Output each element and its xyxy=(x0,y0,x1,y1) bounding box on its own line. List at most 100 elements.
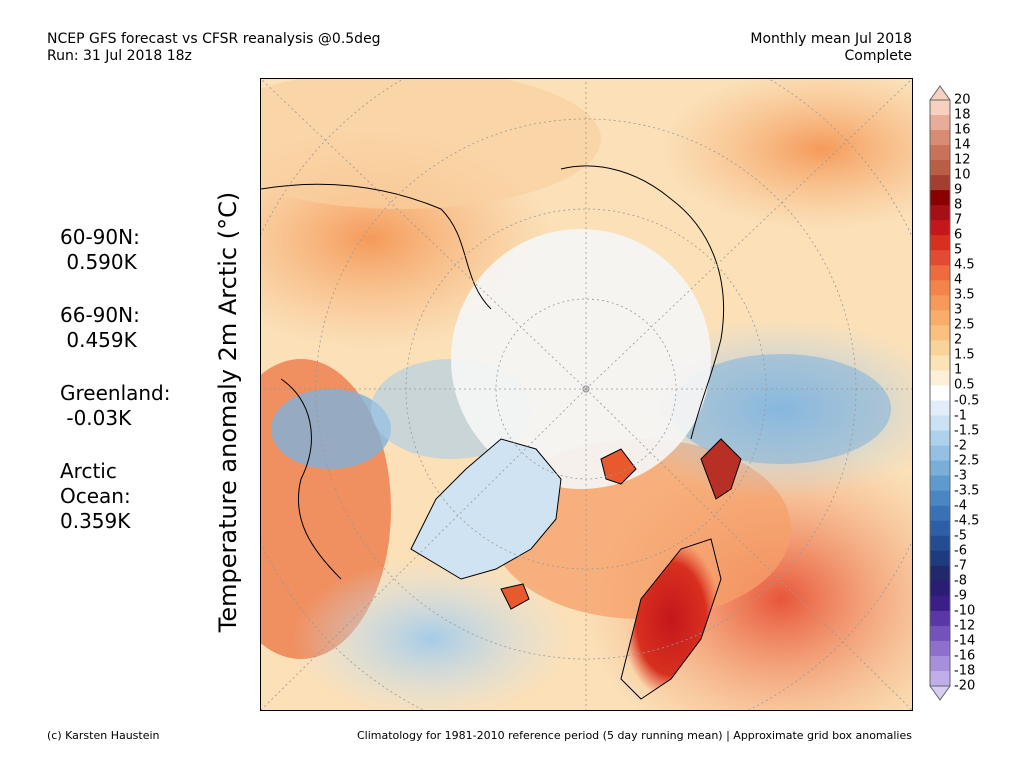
colorbar-tick-label: -1 xyxy=(954,408,967,424)
colorbar-tick-label: -4 xyxy=(954,498,967,514)
colorbar-tick-label: -4.5 xyxy=(954,513,980,529)
meridian-line xyxy=(261,388,587,710)
stat-greenland: Greenland: -0.03K xyxy=(60,381,171,431)
colorbar-swatch xyxy=(930,190,950,206)
header-right: Monthly mean Jul 2018 Complete xyxy=(750,31,912,65)
header-left: NCEP GFS forecast vs CFSR reanalysis @0.… xyxy=(47,31,381,65)
colorbar-swatch xyxy=(930,490,950,507)
colorbar-tick-label: -10 xyxy=(954,603,976,619)
colorbar-tick-label: -1.5 xyxy=(954,423,980,439)
colorbar-swatch xyxy=(930,580,950,597)
colorbar-tick-label: -8 xyxy=(954,573,967,589)
coastline-hudson-bay xyxy=(280,378,342,580)
colorbar-swatch xyxy=(930,415,950,432)
climatology-note: Climatology for 1981-2010 reference peri… xyxy=(356,729,912,742)
map-title: NCEP GFS forecast vs CFSR reanalysis @0.… xyxy=(47,31,381,47)
colorbar-labels: 20 18 16 14 12 10 9 8 7 6 5 4.5 4 3.5 3 2.5 2 1.5 1 0.5 -0.5… xyxy=(954,86,1004,700)
colorbar-swatch xyxy=(930,610,950,627)
colorbar-tick-label: -0.5 xyxy=(954,393,980,408)
colorbar-svg xyxy=(929,85,951,701)
colorbar-tick-label: 20 xyxy=(954,92,971,108)
colorbar-swatch xyxy=(930,280,950,296)
colorbar-tick-label: -14 xyxy=(954,633,976,649)
colorbar-swatch xyxy=(930,355,950,371)
stat-66-90n: 66-90N: 0.459K xyxy=(60,303,171,353)
colorbar-tick-label: 6 xyxy=(954,227,963,243)
central-arctic-neutral xyxy=(451,229,711,489)
stat-value: 0.359K xyxy=(60,509,131,533)
colorbar-tick-label: 10 xyxy=(954,167,971,183)
colorbar-swatch xyxy=(930,265,950,281)
colorbar-swatch xyxy=(930,220,950,236)
colorbar xyxy=(929,85,951,701)
colorbar-tick-label: 4.5 xyxy=(954,257,975,273)
colorbar-swatch xyxy=(930,205,950,221)
colorbar-tick-label: 0.5 xyxy=(954,377,975,393)
warm-anomaly-east-siberia xyxy=(661,79,912,229)
colorbar-tick-label: -2 xyxy=(954,438,967,454)
colorbar-swatch xyxy=(930,250,950,266)
colorbar-swatch xyxy=(930,595,950,612)
colorbar-tick-label: -2.5 xyxy=(954,453,980,469)
stat-label: 66-90N: xyxy=(60,303,140,327)
colorbar-tick-label: 18 xyxy=(954,107,971,123)
colorbar-bottom-arrow xyxy=(929,685,951,701)
colorbar-tick-label: -6 xyxy=(954,543,967,559)
colorbar-swatch xyxy=(930,625,950,642)
colorbar-tick-label: 16 xyxy=(954,122,971,138)
colorbar-tick-label: -5 xyxy=(954,528,967,544)
svalbard xyxy=(600,448,637,485)
vertical-axis-title: Temperature anomaly 2m Arctic (°C) xyxy=(214,191,242,633)
colorbar-swatch xyxy=(930,475,950,492)
map-svg xyxy=(261,79,912,710)
stat-label: Arctic Ocean: xyxy=(60,459,131,508)
region-stats: 60-90N: 0.590K 66-90N: 0.459K Greenland:… xyxy=(60,225,171,562)
colorbar-swatch xyxy=(930,370,950,386)
coastline-alaska-canada xyxy=(261,183,492,310)
colorbar-tick-label: 4 xyxy=(954,272,963,288)
period-label: Monthly mean Jul 2018 xyxy=(750,31,912,47)
colorbar-swatch xyxy=(930,400,950,417)
north-pole-marker xyxy=(582,385,590,393)
greenland-landmass xyxy=(410,438,562,580)
colorbar-swatch xyxy=(930,310,950,326)
colorbar-tick-label: -3.5 xyxy=(954,483,980,499)
colorbar-swatch xyxy=(930,565,950,582)
stat-label: Greenland: xyxy=(60,381,171,405)
colorbar-swatch xyxy=(930,100,950,116)
cold-anomaly-siberia-core xyxy=(671,354,891,464)
meridian-line xyxy=(585,388,912,710)
colorbar-tick-label: -7 xyxy=(954,558,967,574)
colorbar-swatch xyxy=(930,640,950,657)
colorbar-tick-label: -16 xyxy=(954,648,976,664)
novaya-zemlya xyxy=(700,438,742,500)
warm-anomaly-north-pacific xyxy=(261,79,601,209)
colorbar-swatch xyxy=(930,460,950,477)
colorbar-tick-label: 3.5 xyxy=(954,287,975,303)
stat-60-90n: 60-90N: 0.590K xyxy=(60,225,171,275)
colorbar-swatch xyxy=(930,505,950,522)
colorbar-swatch xyxy=(930,340,950,356)
colorbar-tick-label: -9 xyxy=(954,588,967,604)
stat-arctic-ocean: Arctic Ocean: 0.359K xyxy=(60,459,171,534)
colorbar-tick-label: 2.5 xyxy=(954,317,975,333)
colorbar-swatch xyxy=(930,550,950,567)
colorbar-tick-label: 8 xyxy=(954,197,963,213)
graticule xyxy=(261,79,912,710)
stat-value: 0.459K xyxy=(60,328,137,352)
cold-anomaly-north-atlantic xyxy=(291,559,571,710)
anomaly-map xyxy=(260,78,913,711)
cold-anomaly-baffin xyxy=(271,389,391,469)
colorbar-swatch xyxy=(930,115,950,131)
colorbar-tick-label: 14 xyxy=(954,137,971,153)
colorbar-tick-label: 2 xyxy=(954,332,963,348)
colorbar-tick-label: 5 xyxy=(954,242,963,258)
colorbar-tick-label: 12 xyxy=(954,152,971,168)
colorbar-swatch xyxy=(930,670,950,687)
completeness-label: Complete xyxy=(844,48,912,64)
colorbar-swatch xyxy=(930,235,950,251)
colorbar-tick-label: -3 xyxy=(954,468,967,484)
colorbar-swatch xyxy=(930,160,950,176)
colorbar-tick-label: 7 xyxy=(954,212,963,228)
colorbar-swatch xyxy=(930,385,950,402)
